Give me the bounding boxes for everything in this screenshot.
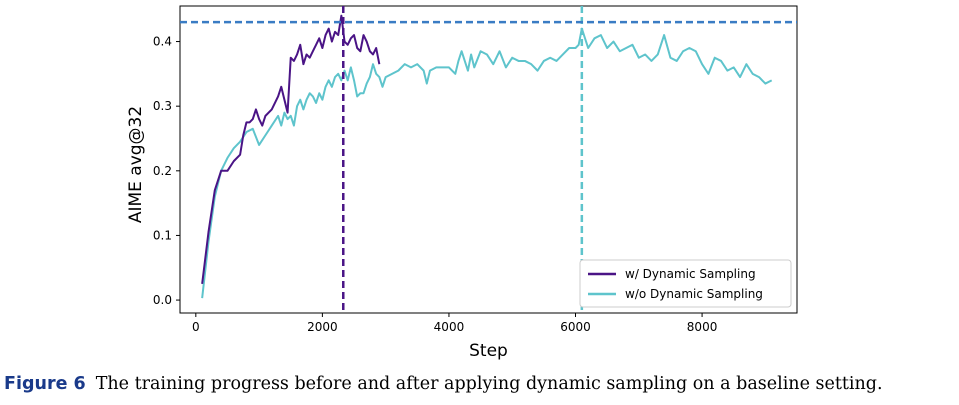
series-layer xyxy=(201,14,773,299)
x-axis: 0 2000 4000 6000 8000 xyxy=(192,313,717,334)
legend: w/ Dynamic Sampling w/o Dynamic Sampling xyxy=(579,259,792,308)
y-tick-label: 0.4 xyxy=(153,35,172,49)
legend-label-without-dynamic-sampling: w/o Dynamic Sampling xyxy=(625,287,763,301)
chart: 0 2000 4000 6000 8000 0.0 0.1 0.2 0.3 0.4 Step A… xyxy=(126,5,798,361)
x-axis-label: Step xyxy=(469,341,508,361)
y-tick-label: 0.2 xyxy=(153,164,172,178)
x-tick-label: 2000 xyxy=(307,320,338,334)
x-tick-label: 4000 xyxy=(434,320,465,334)
x-tick-label: 6000 xyxy=(560,320,591,334)
legend-box xyxy=(579,259,792,308)
figure-caption-label: Figure 6 xyxy=(4,374,86,394)
x-tick-label: 0 xyxy=(192,320,200,334)
figure-caption-text: The training progress before and after a… xyxy=(95,374,883,394)
legend-label-with-dynamic-sampling: w/ Dynamic Sampling xyxy=(625,267,756,281)
y-axis-label: AIME avg@32 xyxy=(126,106,146,223)
y-tick-label: 0.0 xyxy=(153,293,172,307)
figure-caption: Figure 6 The training progress before and… xyxy=(4,374,883,394)
y-axis: 0.0 0.1 0.2 0.3 0.4 xyxy=(153,35,180,307)
plot-frame xyxy=(179,5,798,314)
series-line-without-dynamic-sampling xyxy=(201,27,773,299)
series-line-with-dynamic-sampling xyxy=(201,14,381,285)
x-tick-label: 8000 xyxy=(687,320,718,334)
y-tick-label: 0.3 xyxy=(153,99,172,113)
y-tick-label: 0.1 xyxy=(153,228,172,242)
